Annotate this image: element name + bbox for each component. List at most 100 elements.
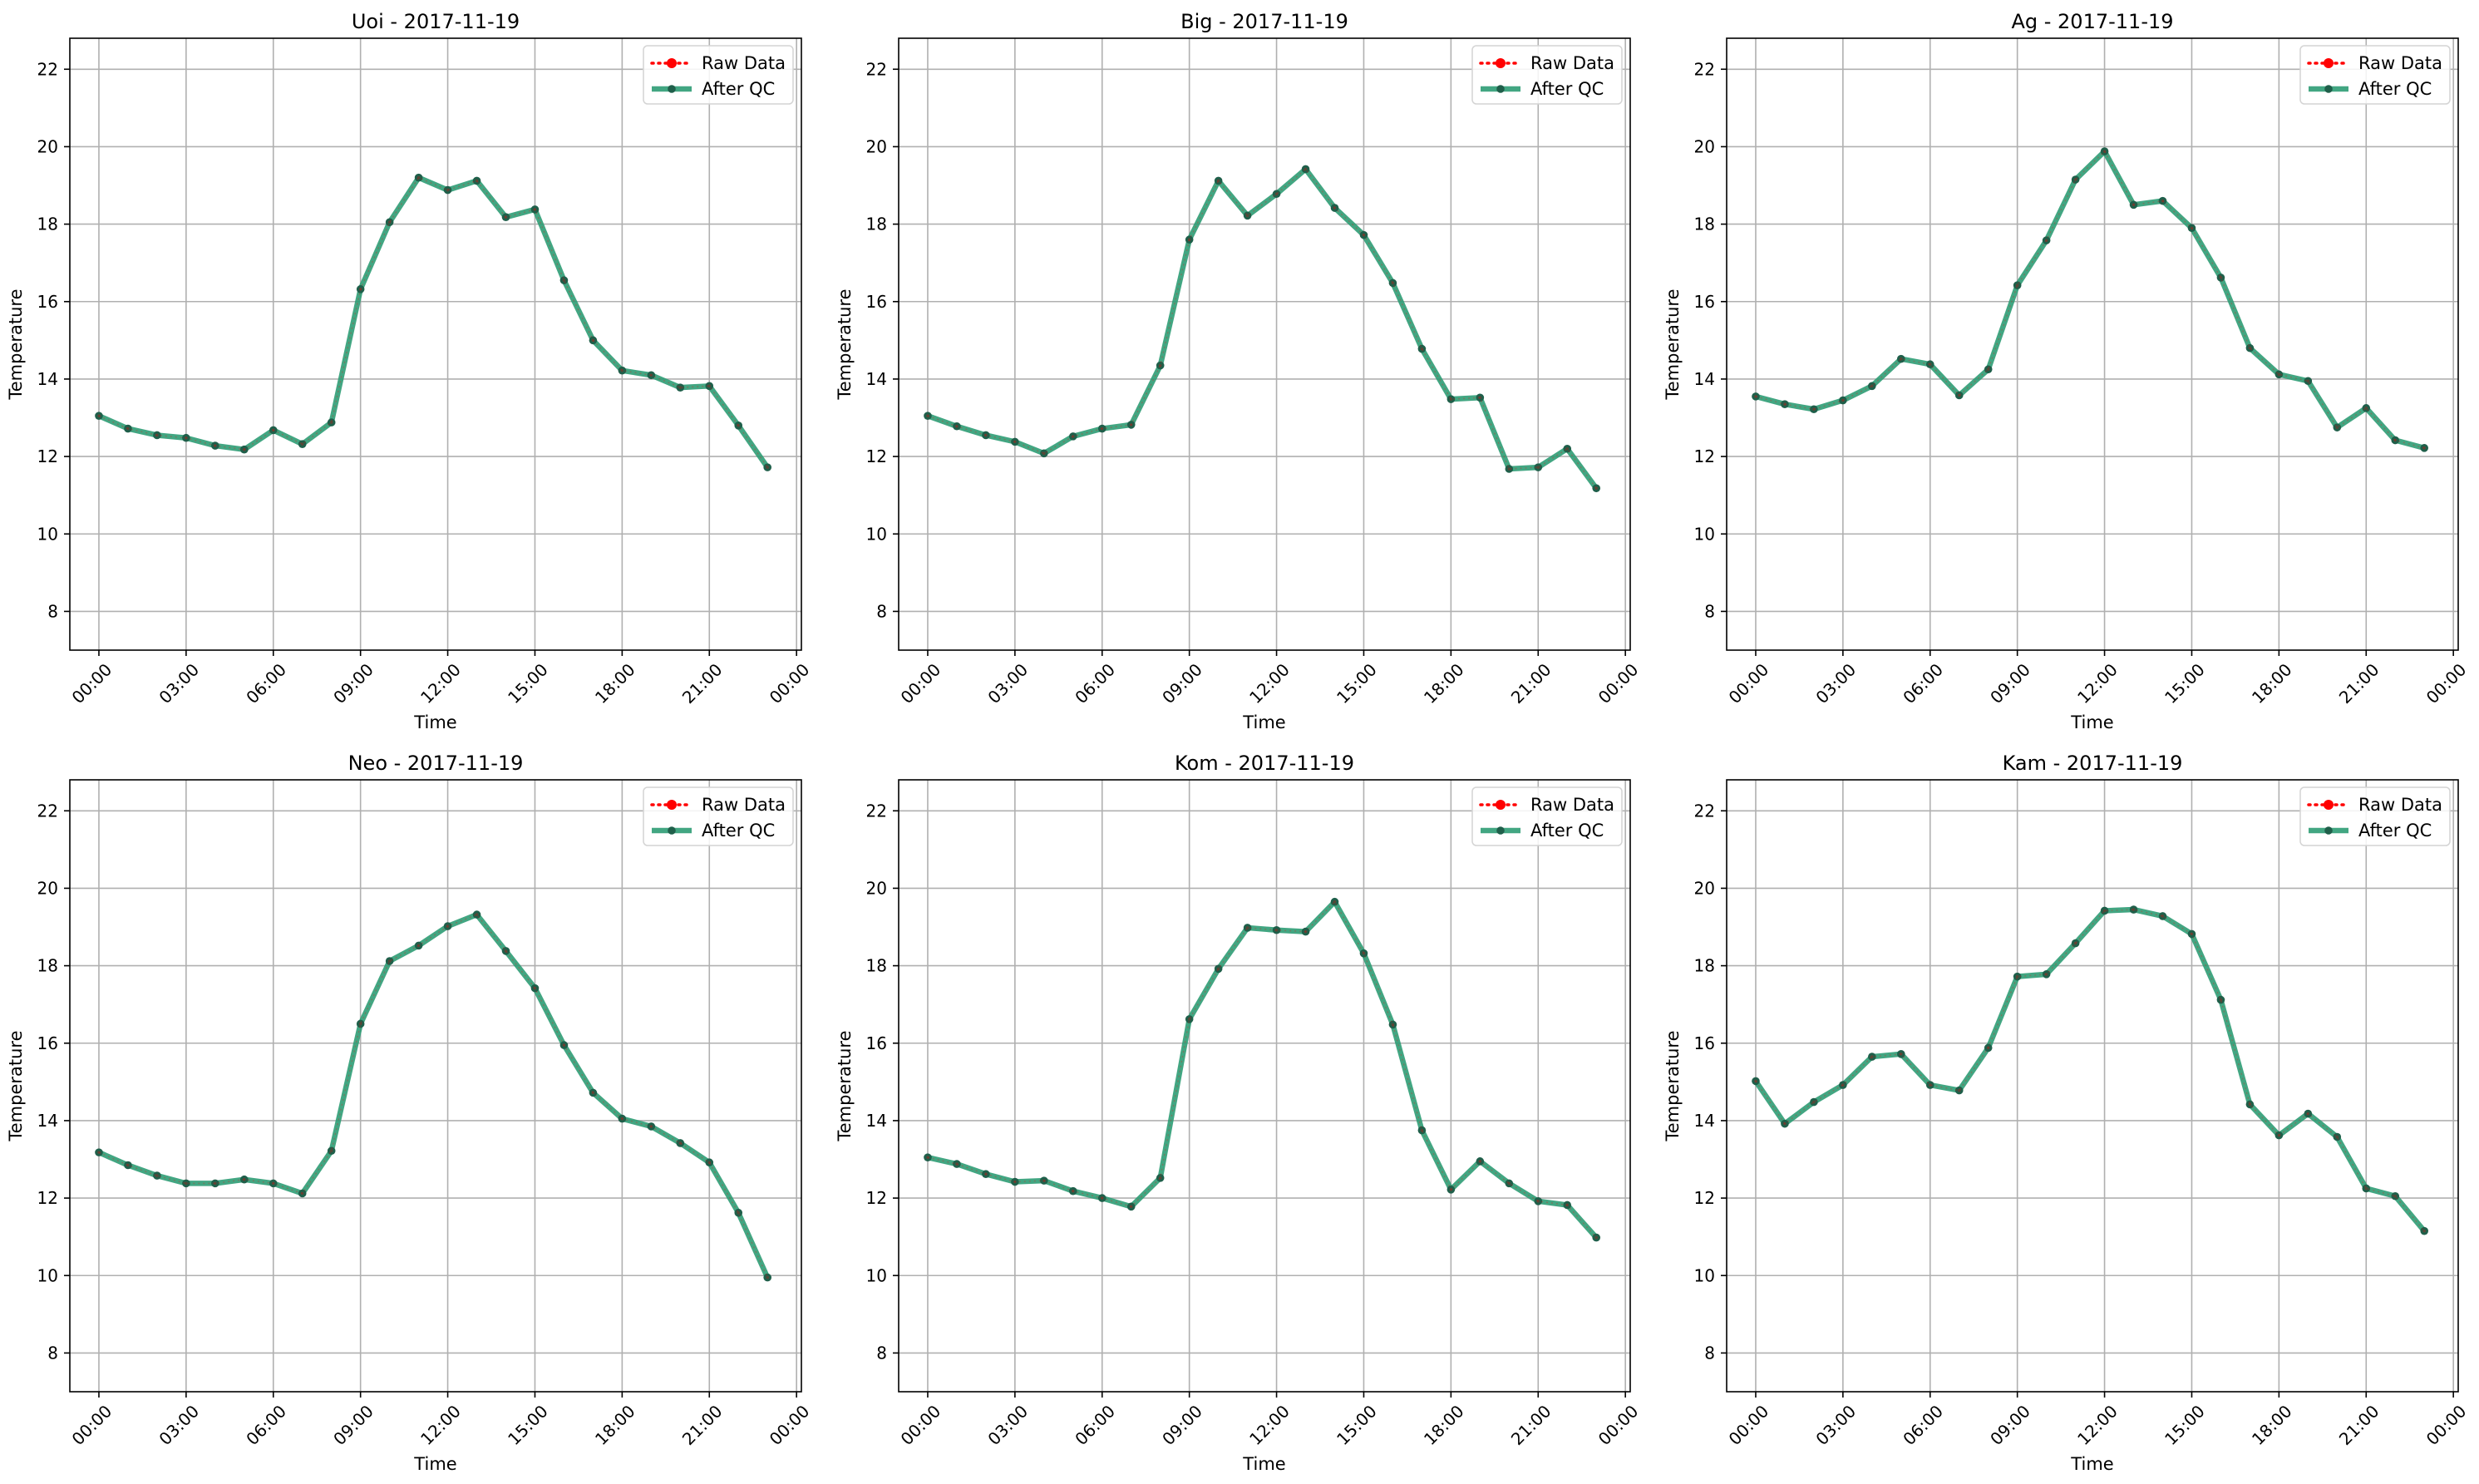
data-point-raw-data	[416, 175, 421, 180]
data-point-raw-data	[1841, 1083, 1845, 1087]
legend-label-after-qc: After QC	[1530, 79, 1604, 99]
data-point-after-qc	[2304, 1109, 2313, 1118]
data-point-raw-data	[185, 436, 188, 440]
data-point-after-qc	[1446, 1186, 1456, 1194]
data-point-raw-data	[329, 421, 333, 424]
legend-marker-after-qc	[2324, 85, 2333, 93]
data-point-raw-data	[214, 1181, 217, 1186]
series-line-after-qc	[924, 899, 1599, 1240]
legend-marker-raw-data	[1496, 58, 1506, 68]
data-point-after-qc	[211, 441, 219, 450]
legend-marker-raw-data	[667, 58, 677, 68]
series-line-raw-data	[98, 176, 768, 468]
data-point-after-qc	[472, 176, 481, 185]
data-point-after-qc	[2013, 281, 2022, 289]
data-point-after-qc	[240, 445, 249, 454]
data-point-after-qc	[1897, 354, 1905, 363]
data-point-raw-data	[955, 1162, 959, 1166]
x-tick-label: 12:00	[416, 1401, 465, 1449]
data-point-raw-data	[737, 424, 741, 427]
chart-panel: 8 10 12 14 16 18 20 22 00:00 03:00 06:00 09:00 12:00…	[1663, 10, 2470, 732]
data-point-after-qc	[1897, 1050, 1905, 1058]
data-point-raw-data	[1333, 206, 1337, 210]
data-point-after-qc	[1592, 1233, 1601, 1242]
data-point-after-qc	[2304, 377, 2313, 386]
legend-marker-raw-data	[2324, 58, 2334, 68]
legend-marker-after-qc	[1496, 826, 1505, 835]
data-point-after-qc	[763, 463, 772, 471]
data-point-after-qc	[2042, 236, 2051, 244]
x-tick-label: 15:00	[2161, 659, 2209, 707]
legend-label-raw-data: Raw Data	[1530, 795, 1614, 815]
data-point-after-qc	[1505, 1179, 1514, 1188]
data-point-raw-data	[243, 1177, 246, 1181]
data-point-after-qc	[924, 1153, 932, 1161]
x-tick-label: 06:00	[1071, 1401, 1119, 1449]
data-point-after-qc	[2187, 224, 2196, 233]
y-tick-label: 16	[1694, 1033, 1715, 1053]
x-axis-label: Time	[2070, 712, 2113, 732]
data-point-raw-data	[271, 428, 275, 432]
legend: Raw Data After QC	[1471, 786, 1623, 846]
plot-frame	[1726, 779, 2459, 1393]
y-tick-label: 8	[876, 1343, 887, 1363]
y-tick-label: 10	[1694, 1265, 1715, 1285]
data-point-after-qc	[1752, 392, 1760, 401]
data-point-raw-data	[766, 1275, 770, 1279]
y-tick-label: 12	[37, 1188, 58, 1208]
series-line-raw-data	[927, 900, 1597, 1239]
data-point-raw-data	[2073, 178, 2077, 181]
x-tick-label: 00:00	[1594, 1401, 1643, 1449]
chart-title: Uoi - 2017-11-19	[352, 10, 520, 33]
x-tick-label: 00:00	[766, 659, 814, 707]
y-tick-label: 14	[37, 369, 58, 389]
y-axis-label: Temperature	[1663, 1030, 1683, 1141]
data-point-after-qc	[982, 431, 990, 440]
series-line-after-qc	[96, 175, 771, 471]
data-point-raw-data	[446, 188, 450, 192]
data-point-raw-data	[1391, 1023, 1395, 1027]
data-point-raw-data	[358, 288, 362, 291]
y-tick-label: 10	[1694, 524, 1715, 544]
data-point-raw-data	[1362, 233, 1366, 237]
data-point-after-qc	[2158, 196, 2167, 205]
legend-marker-raw-data	[2324, 800, 2334, 810]
data-point-after-qc	[182, 1179, 190, 1188]
y-tick-label: 8	[47, 1343, 58, 1363]
data-point-raw-data	[2393, 438, 2398, 442]
data-point-raw-data	[1420, 1128, 1424, 1132]
data-point-raw-data	[1362, 951, 1366, 955]
data-point-raw-data	[1507, 1181, 1511, 1186]
data-point-raw-data	[1957, 393, 1961, 397]
data-point-after-qc	[1505, 465, 1514, 473]
data-point-raw-data	[1187, 238, 1191, 242]
x-tick-label: 21:00	[678, 659, 727, 707]
legend-label-raw-data: Raw Data	[702, 795, 786, 815]
chart-panel: 8 10 12 14 16 18 20 22 00:00 03:00 06:00 09:00 12:00…	[6, 10, 813, 732]
data-point-raw-data	[620, 368, 624, 372]
series-line-after-qc	[96, 911, 771, 1280]
legend: Raw Data After QC	[643, 45, 794, 105]
data-point-after-qc	[1359, 230, 1368, 239]
data-point-after-qc	[2362, 1184, 2371, 1193]
data-point-after-qc	[1839, 396, 1847, 405]
data-point-after-qc	[2245, 1100, 2255, 1109]
data-point-after-qc	[1069, 432, 1077, 441]
data-point-raw-data	[1565, 1203, 1570, 1207]
data-point-after-qc	[924, 412, 932, 420]
legend: Raw Data After QC	[1471, 45, 1623, 105]
series-line-raw-data	[98, 914, 768, 1278]
data-point-raw-data	[562, 279, 566, 282]
data-point-after-qc	[1563, 1201, 1572, 1210]
data-point-after-qc	[1330, 897, 1339, 906]
x-tick-label: 15:00	[504, 659, 552, 707]
y-tick-label: 12	[37, 446, 58, 466]
data-point-raw-data	[416, 944, 421, 948]
y-axis-label: Temperature	[835, 1030, 855, 1141]
data-point-raw-data	[984, 1172, 988, 1176]
data-point-raw-data	[2364, 407, 2368, 410]
data-point-after-qc	[2274, 1131, 2284, 1140]
legend-marker-after-qc	[2324, 826, 2333, 835]
data-point-raw-data	[1986, 1046, 1990, 1050]
